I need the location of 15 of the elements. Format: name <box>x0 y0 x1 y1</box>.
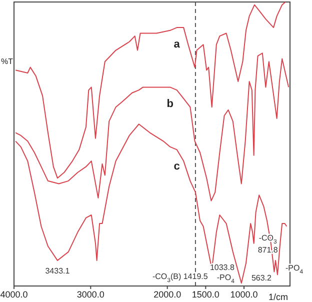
x-tick-label: 3000.0 <box>76 289 104 300</box>
x-axis-title: 1/cm <box>268 292 288 302</box>
x-tick-label: 1500.0 <box>192 289 220 300</box>
y-axis-title: %T <box>1 57 14 66</box>
annotation: -PO$_{4}$ <box>216 273 236 286</box>
annotation: 563.2 <box>251 274 272 283</box>
x-tick-label: 1000.0 <box>230 289 258 300</box>
x-tick-label: 2000.0 <box>154 289 182 300</box>
series-label: c <box>174 160 180 172</box>
series-label: a <box>174 38 181 50</box>
annotation: 3433.1 <box>45 266 70 276</box>
series-label: b <box>166 98 174 110</box>
x-tick-label: 4000.0 <box>0 289 28 300</box>
annotation: 1033.8 <box>210 263 235 272</box>
annotation: -CO$_{3}$(B) 1419.5 <box>152 272 208 284</box>
